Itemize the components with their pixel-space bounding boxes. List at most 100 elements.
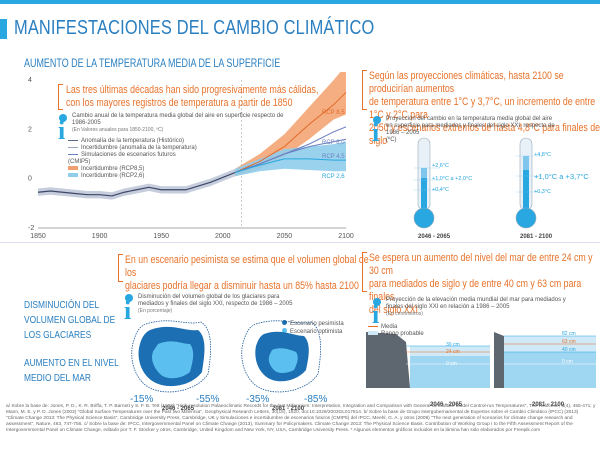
legend-item: Incertidumbre (RCP8,5) — [68, 166, 198, 173]
historical-uncertainty-band — [38, 168, 236, 200]
rcp85-label: RCP 8,5 — [322, 110, 345, 116]
series-line-45 — [234, 138, 347, 173]
thermo-right-value: +4,8°C — [534, 152, 552, 158]
thermo-right-value: +1,0°C a +3,7°C — [534, 172, 589, 181]
x-tick-label: 1900 — [92, 233, 108, 240]
sea-left-level: 24 cm — [446, 349, 460, 355]
glacier-left-period: 2046 - 2065 — [162, 406, 195, 412]
thermo-right-value: +0,3°C — [534, 189, 552, 195]
callout-bracket — [118, 254, 123, 282]
callout-line: Las tres últimas décadas han sido progre… — [66, 84, 319, 96]
sea-right-level: 82 cm — [562, 331, 576, 337]
legend-label: Incertidumbre (anomalía de la temperatur… — [81, 145, 197, 151]
sea-right-level: 63 cm — [562, 339, 576, 345]
legend-label: Incertidumbre (RCP2,6) — [81, 173, 145, 179]
legend-item: Simulaciones de escenarios futuros (CMIP… — [68, 152, 198, 166]
legend-swatch — [68, 173, 78, 178]
glacier-right-optimistic: -35% — [246, 394, 270, 405]
sea-level-panels — [366, 332, 596, 388]
legend-item: Incertidumbre (RCP2,6) — [68, 173, 198, 180]
sea-legend: Media Rango probable — [368, 324, 424, 338]
y-tick-label: 0 — [28, 176, 32, 183]
y-tick-label: -2 — [28, 225, 34, 232]
chart-legend: Anomalía de la temperatura (Histórico) In… — [68, 138, 198, 180]
legend-swatch — [68, 166, 78, 171]
thermo-left-value: +1,0°C a +2,0°C — [432, 176, 473, 182]
series-line-26 — [234, 158, 346, 173]
chart-info-text: Cambio anual de la temperatura media glo… — [72, 113, 284, 133]
glacier-right — [241, 320, 321, 393]
glacier-info-icon: i — [124, 294, 133, 325]
chart-lines — [37, 91, 347, 197]
glacier-legend: Escenario pesimista Escenario optimista — [282, 320, 344, 336]
thermometer-right — [515, 137, 542, 229]
legend-swatch — [68, 153, 78, 156]
callout-historical: Las tres últimas décadas han sido progre… — [66, 84, 330, 110]
x-tick-label: 2100 — [338, 233, 354, 240]
page-title: MANIFESTACIONES DEL CAMBIO CLIMÁTICO — [14, 17, 375, 39]
sea-right-period: 2081 - 2100 — [532, 402, 565, 408]
glacier-info-text: Disminución del volumen global de los gl… — [138, 294, 293, 314]
callout-bracket — [58, 84, 63, 110]
thermometers — [413, 137, 542, 229]
callout-sea: Se espera un aumento del nivel del mar d… — [369, 252, 593, 316]
thermo-info-icon: i — [372, 116, 381, 147]
historical-line — [37, 171, 236, 197]
thermo-left-period: 2046 - 2065 — [418, 234, 451, 240]
rcp60-label: RCP 6,0 — [322, 140, 345, 146]
callout-bracket — [362, 252, 367, 292]
glacier-left-optimistic: -15% — [130, 394, 154, 405]
x-tick-label: 2000 — [215, 233, 231, 240]
legend-swatch — [68, 139, 78, 142]
glacier-left — [131, 320, 211, 393]
rcp45-label: RCP 4,5 — [322, 154, 345, 160]
legend-item: Incertidumbre (anomalía de la temperatur… — [68, 145, 198, 152]
sea-info-icon: i — [372, 298, 381, 329]
legend-label: Simulaciones de escenarios futuros (CMIP… — [68, 152, 176, 165]
chart-info-icon: i — [58, 114, 67, 145]
rcp26-label: RCP 2,6 — [322, 174, 345, 180]
sea-panel-right — [494, 332, 596, 388]
y-tick-label: 4 — [28, 77, 32, 84]
series-line-85 — [234, 91, 347, 173]
section-temperature-heading: AUMENTO DE LA TEMPERATURA MEDIA DE LA SU… — [24, 58, 281, 70]
legend-swatch — [68, 146, 78, 149]
chart-tick-labels: 1850 1900 1950 2000 2050 2100 4 2 0 -2 — [28, 77, 354, 240]
sea-info-text: Proyección de la elevación media mundial… — [386, 297, 566, 317]
glacier-left-pessimistic: -55% — [196, 394, 220, 405]
sea-right-level: 40 cm — [562, 347, 576, 353]
y-tick-label: 2 — [28, 126, 32, 133]
thermo-left-value: +2,6°C — [432, 163, 450, 169]
legend-label: Incertidumbre (RCP8,5) — [81, 166, 145, 172]
rcp85-uncertainty-band — [235, 72, 346, 177]
top-accent-bar — [0, 0, 600, 4]
legend-label: Anomalía de la temperatura (Histórico) — [81, 138, 185, 144]
x-tick-label: 1950 — [153, 233, 169, 240]
glacier-right-period: 2081 - 2100 — [272, 406, 305, 412]
title-accent — [0, 19, 7, 39]
temperature-chart: 1850 1900 1950 2000 2050 2100 4 2 0 -2 — [28, 72, 354, 240]
callout-line: con los mayores registros de temperatura… — [66, 97, 293, 109]
thermometer-left — [413, 137, 440, 229]
sea-left-level: 0 cm — [446, 361, 457, 367]
callout-bracket — [362, 70, 367, 110]
section-divider — [0, 242, 600, 243]
x-tick-label: 2050 — [277, 233, 293, 240]
x-tick-label: 1850 — [30, 233, 46, 240]
legend-item: Anomalía de la temperatura (Histórico) — [68, 138, 198, 145]
glaciers-heading: DISMINUCIÓN DEL VOLUMEN GLOBAL DE LOS GL… — [24, 299, 116, 341]
sea-heading: AUMENTO EN EL NIVEL MEDIO DEL MAR — [24, 357, 119, 384]
thermo-info-text: Proyección del cambio en la temperatura … — [386, 116, 555, 143]
thermo-left-value: +0,4°C — [432, 187, 450, 193]
glacier-shapes — [131, 320, 321, 393]
chart-axes — [38, 80, 346, 229]
sea-left-period: 2046 - 2065 — [430, 402, 463, 408]
footer-sources: a/ Sobre la base de: Jones, P. D., K. R.… — [6, 404, 596, 434]
thermo-right-period: 2081 - 2100 — [520, 234, 553, 240]
sea-right-level: 0 cm — [562, 359, 573, 365]
sea-panel-left — [366, 332, 490, 388]
callout-glaciers: En un escenario pesimista se estima que … — [125, 254, 369, 292]
glacier-right-pessimistic: -85% — [304, 394, 328, 405]
sea-left-level: 30 cm — [446, 342, 460, 348]
callout-projections: Según las proyecciones climáticas, hasta… — [369, 70, 600, 147]
